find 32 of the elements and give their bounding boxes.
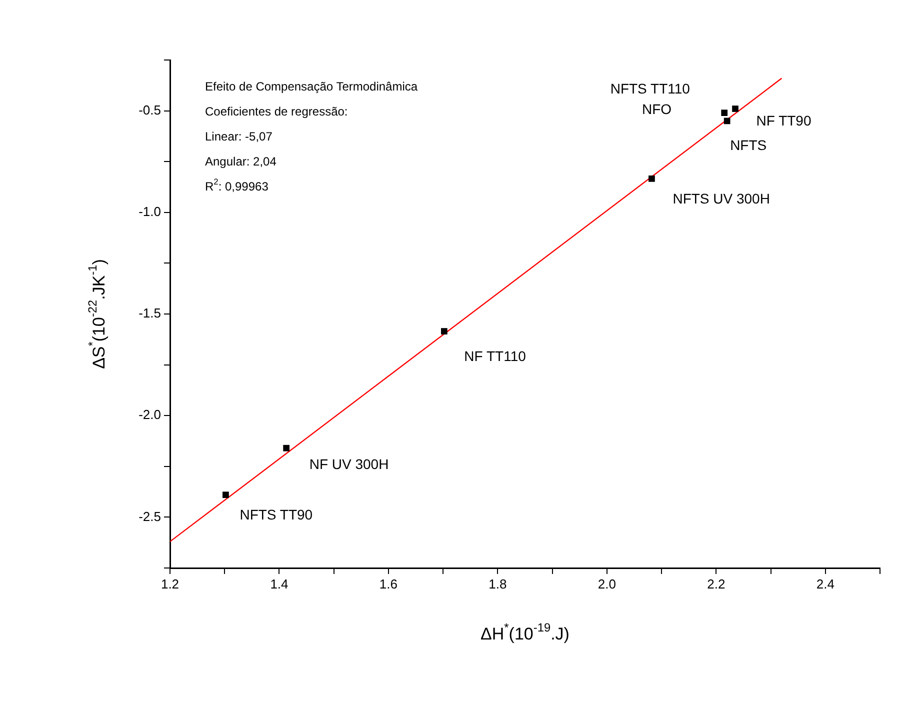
point bbox=[724, 118, 730, 124]
annotation: NFTS UV 300H bbox=[672, 190, 770, 207]
annotation: NFTS bbox=[730, 136, 767, 153]
annotation: Efeito de Compensação Termodinâmica bbox=[205, 79, 418, 94]
y-tick-label: -0.5 bbox=[138, 102, 161, 118]
point bbox=[648, 175, 655, 182]
point bbox=[721, 110, 728, 116]
y-tick-label: -2.0 bbox=[138, 407, 161, 422]
annotation: NFTS TT90 bbox=[240, 506, 313, 523]
annotation: Linear: -5,07 bbox=[205, 129, 273, 144]
y-axis-title: ΔS*(10-22.JK-1) bbox=[85, 259, 109, 369]
x-tick-label: 1.4 bbox=[270, 576, 288, 592]
x-tick-label: 2.4 bbox=[816, 576, 834, 592]
annotation: NFO bbox=[642, 100, 672, 117]
y-tick-label: -1.5 bbox=[138, 306, 161, 321]
point bbox=[283, 444, 290, 452]
point bbox=[222, 492, 229, 498]
point bbox=[440, 328, 448, 334]
y-tick-label: -1.0 bbox=[138, 204, 161, 219]
x-tick-label: 2.2 bbox=[707, 576, 726, 592]
x-tick-label: 1.2 bbox=[160, 576, 180, 592]
x-tick-label: 2.0 bbox=[598, 576, 616, 592]
x-tick-label: 1.6 bbox=[379, 576, 398, 592]
annotation: NFTS TT110 bbox=[610, 80, 690, 97]
annotation: Coeficientes de regressão: bbox=[205, 104, 348, 118]
annotation: NF UV 300H bbox=[309, 456, 389, 472]
point bbox=[732, 106, 738, 112]
x-tick-label: 1.8 bbox=[488, 576, 507, 592]
annotation: NF TT90 bbox=[756, 112, 812, 129]
annotation: Angular: 2,04 bbox=[205, 154, 277, 168]
y-tick-label: -2.5 bbox=[138, 508, 161, 524]
annotation: NF TT110 bbox=[464, 348, 526, 364]
